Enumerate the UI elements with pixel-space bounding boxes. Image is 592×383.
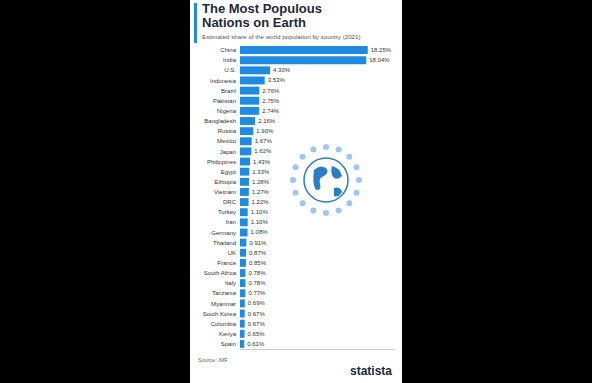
html-text:The Most Populous Nations on E: The Most Populous Nations on Earth xyxy=(202,1,322,30)
svg-text:0.69%: 0.69% xyxy=(248,300,266,306)
svg-text:1.62%: 1.62% xyxy=(254,148,272,154)
svg-text:1.10%: 1.10% xyxy=(251,209,269,215)
svg-text:Iran: Iran xyxy=(226,219,236,225)
svg-text:1.33%: 1.33% xyxy=(252,169,270,175)
svg-text:Egypt: Egypt xyxy=(221,169,237,175)
svg-text:3.53%: 3.53% xyxy=(268,77,286,83)
svg-text:Colombia: Colombia xyxy=(211,321,237,327)
html-text:statista: statista xyxy=(350,364,392,378)
svg-text:India: India xyxy=(223,57,237,63)
svg-text:China: China xyxy=(220,47,236,53)
svg-text:Indonesia: Indonesia xyxy=(210,78,237,84)
html-text:Estimated share of the world p: Estimated share of the world population … xyxy=(202,33,361,40)
svg-text:Myanmar: Myanmar xyxy=(211,301,236,307)
svg-text:2.16%: 2.16% xyxy=(258,118,276,124)
svg-text:Nigeria: Nigeria xyxy=(217,108,237,114)
svg-text:1.67%: 1.67% xyxy=(255,138,273,144)
svg-text:Philippines: Philippines xyxy=(207,159,236,165)
svg-text:Russia: Russia xyxy=(218,128,237,134)
svg-text:0.67%: 0.67% xyxy=(248,321,266,327)
svg-text:1.22%: 1.22% xyxy=(252,199,270,205)
svg-text:2.74%: 2.74% xyxy=(262,108,280,114)
svg-text:South Korea: South Korea xyxy=(203,311,237,317)
svg-text:Kenya: Kenya xyxy=(219,331,237,337)
svg-text:0.78%: 0.78% xyxy=(248,280,266,286)
html-text:Source: IMF: Source: IMF xyxy=(198,357,228,363)
svg-text:0.78%: 0.78% xyxy=(248,270,266,276)
svg-text:0.91%: 0.91% xyxy=(249,240,267,246)
svg-text:Mexico: Mexico xyxy=(217,138,237,144)
svg-text:Italy: Italy xyxy=(225,280,236,286)
svg-text:France: France xyxy=(217,260,236,266)
svg-text:1.28%: 1.28% xyxy=(252,179,270,185)
svg-text:0.65%: 0.65% xyxy=(248,331,266,337)
svg-text:Tanzania: Tanzania xyxy=(212,290,237,296)
svg-text:1.08%: 1.08% xyxy=(251,229,269,235)
svg-text:1.43%: 1.43% xyxy=(253,159,271,165)
svg-text:0.77%: 0.77% xyxy=(248,290,266,296)
svg-text:U.S.: U.S. xyxy=(224,67,236,73)
svg-text:Brazil: Brazil xyxy=(221,88,236,94)
svg-text:4.30%: 4.30% xyxy=(273,67,291,73)
svg-text:0.87%: 0.87% xyxy=(249,250,267,256)
svg-text:0.61%: 0.61% xyxy=(247,341,265,347)
svg-text:Spain: Spain xyxy=(221,341,236,347)
svg-text:18.25%: 18.25% xyxy=(371,47,392,53)
svg-text:Germany: Germany xyxy=(211,230,236,236)
svg-text:0.67%: 0.67% xyxy=(248,311,266,317)
svg-text:2.75%: 2.75% xyxy=(262,98,280,104)
svg-text:1.10%: 1.10% xyxy=(251,219,269,225)
svg-text:Ethiopia: Ethiopia xyxy=(214,179,236,185)
svg-text:0.85%: 0.85% xyxy=(249,260,267,266)
svg-text:Pakistan: Pakistan xyxy=(213,98,236,104)
svg-text:Bangladesh: Bangladesh xyxy=(204,118,236,124)
svg-text:1.90%: 1.90% xyxy=(256,128,274,134)
svg-text:Thailand: Thailand xyxy=(213,240,236,246)
svg-text:2.76%: 2.76% xyxy=(262,88,280,94)
svg-text:18.04%: 18.04% xyxy=(369,57,390,63)
svg-text:Turkey: Turkey xyxy=(218,209,236,215)
svg-text:Japan: Japan xyxy=(220,149,236,155)
svg-text:1.27%: 1.27% xyxy=(252,189,270,195)
svg-text:DRC: DRC xyxy=(223,199,237,205)
svg-text:South Africa: South Africa xyxy=(204,270,237,276)
svg-text:Vietnam: Vietnam xyxy=(214,189,236,195)
svg-text:UK: UK xyxy=(228,250,236,256)
